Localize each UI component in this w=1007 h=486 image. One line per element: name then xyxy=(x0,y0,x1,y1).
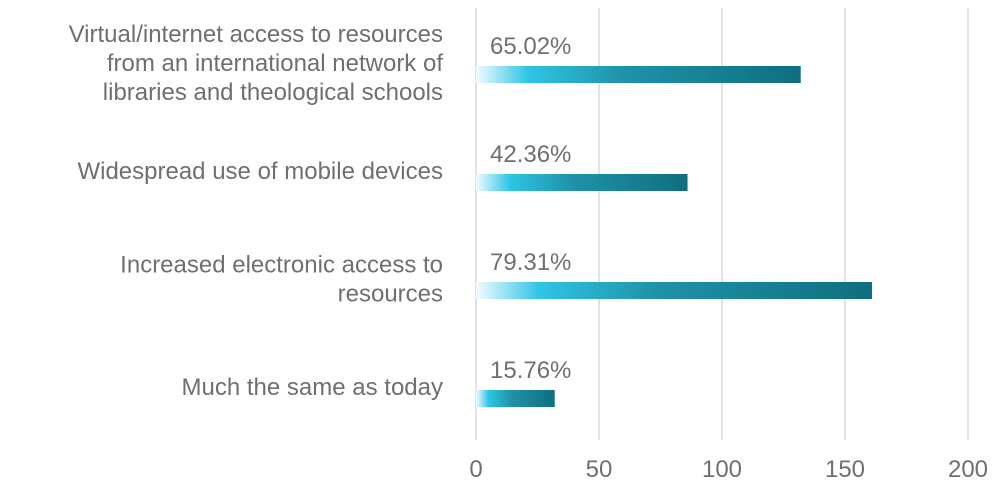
x-tick-label-50: 50 xyxy=(586,456,613,483)
x-tick-label-100: 100 xyxy=(702,456,742,483)
x-tick-label-150: 150 xyxy=(825,456,865,483)
bar-0 xyxy=(476,66,801,83)
x-tick-label-0: 0 xyxy=(469,456,482,483)
category-label-0-line-2: libraries and theological schools xyxy=(103,79,443,106)
category-label-2-line-1: resources xyxy=(338,281,443,308)
bar-3 xyxy=(476,390,555,407)
category-label-1-line-0: Widespread use of mobile devices xyxy=(77,158,443,185)
category-label-0-line-0: Virtual/internet access to resources xyxy=(69,21,443,48)
category-label-2-line-0: Increased electronic access to xyxy=(120,252,443,279)
data-label-2: 79.31% xyxy=(490,249,571,276)
x-axis-ticks: 0 50 100 150 200 xyxy=(469,456,988,483)
bar-2 xyxy=(476,282,873,299)
data-label-1: 42.36% xyxy=(490,141,571,168)
data-label-3: 15.76% xyxy=(490,357,571,384)
bar-1 xyxy=(476,174,688,191)
data-label-0: 65.02% xyxy=(490,33,571,60)
category-label-3-line-0: Much the same as today xyxy=(182,374,443,401)
bars: 65.02% 42.36% 79.31% 15.76% xyxy=(476,33,873,407)
x-tick-label-200: 200 xyxy=(948,456,988,483)
category-labels: Virtual/internet access to resourcesfrom… xyxy=(69,21,444,401)
category-label-0-line-1: from an international network of xyxy=(107,50,444,77)
